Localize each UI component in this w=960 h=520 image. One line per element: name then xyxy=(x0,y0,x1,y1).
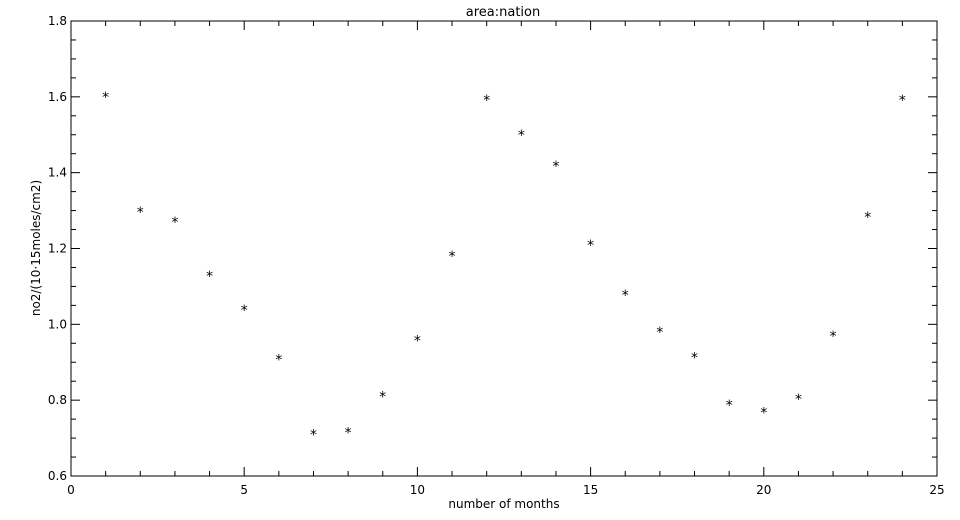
chart-title: area:nation xyxy=(466,5,540,20)
data-point-4: * xyxy=(205,269,213,285)
data-point-21: * xyxy=(794,392,802,408)
x-tick-label: 5 xyxy=(240,483,248,497)
data-point-18: * xyxy=(690,350,698,366)
y-tick-label: 1.6 xyxy=(48,90,67,104)
x-tick-label: 10 xyxy=(410,483,425,497)
x-tick-label: 20 xyxy=(756,483,771,497)
plot-frame xyxy=(70,20,938,477)
y-tick-label: 1.8 xyxy=(48,14,67,28)
x-tick-label: 25 xyxy=(929,483,944,497)
data-point-9: * xyxy=(379,389,387,405)
axis-ticks xyxy=(70,20,938,477)
data-point-15: * xyxy=(586,238,594,254)
x-axis-title: number of months xyxy=(448,497,559,511)
x-tick-label: 15 xyxy=(583,483,598,497)
y-tick-label: 1.0 xyxy=(48,317,67,331)
data-point-12: * xyxy=(482,93,490,109)
y-tick-label: 1.4 xyxy=(48,166,67,180)
data-point-13: * xyxy=(517,128,525,144)
data-point-23: * xyxy=(864,210,872,226)
data-point-10: * xyxy=(413,333,421,349)
data-point-11: * xyxy=(448,249,456,265)
y-tick-label: 0.6 xyxy=(48,469,67,483)
data-point-2: * xyxy=(136,205,144,221)
axis-tick-labels: 0 5 10 15 20 25 0.6 0.8 1.0 1.2 1.4 1.6 1.8 xyxy=(48,14,945,497)
data-point-3: * xyxy=(171,215,179,231)
data-points: * * * * * * * * * * * * * * * * * * * * * * * * xyxy=(101,90,906,443)
data-point-17: * xyxy=(656,325,664,341)
data-point-19: * xyxy=(725,398,733,414)
y-tick-label: 1.2 xyxy=(48,242,67,256)
data-point-6: * xyxy=(275,352,283,368)
data-point-20: * xyxy=(760,405,768,421)
y-axis-title: no2/(10·15moles/cm2) xyxy=(29,180,43,316)
data-point-14: * xyxy=(552,159,560,175)
data-point-8: * xyxy=(344,426,352,442)
data-point-24: * xyxy=(898,93,906,109)
data-point-5: * xyxy=(240,303,248,319)
data-point-7: * xyxy=(309,427,317,443)
data-point-16: * xyxy=(621,288,629,304)
data-point-22: * xyxy=(829,329,837,345)
y-tick-label: 0.8 xyxy=(48,393,67,407)
x-tick-label: 0 xyxy=(67,483,75,497)
data-point-1: * xyxy=(101,90,109,106)
